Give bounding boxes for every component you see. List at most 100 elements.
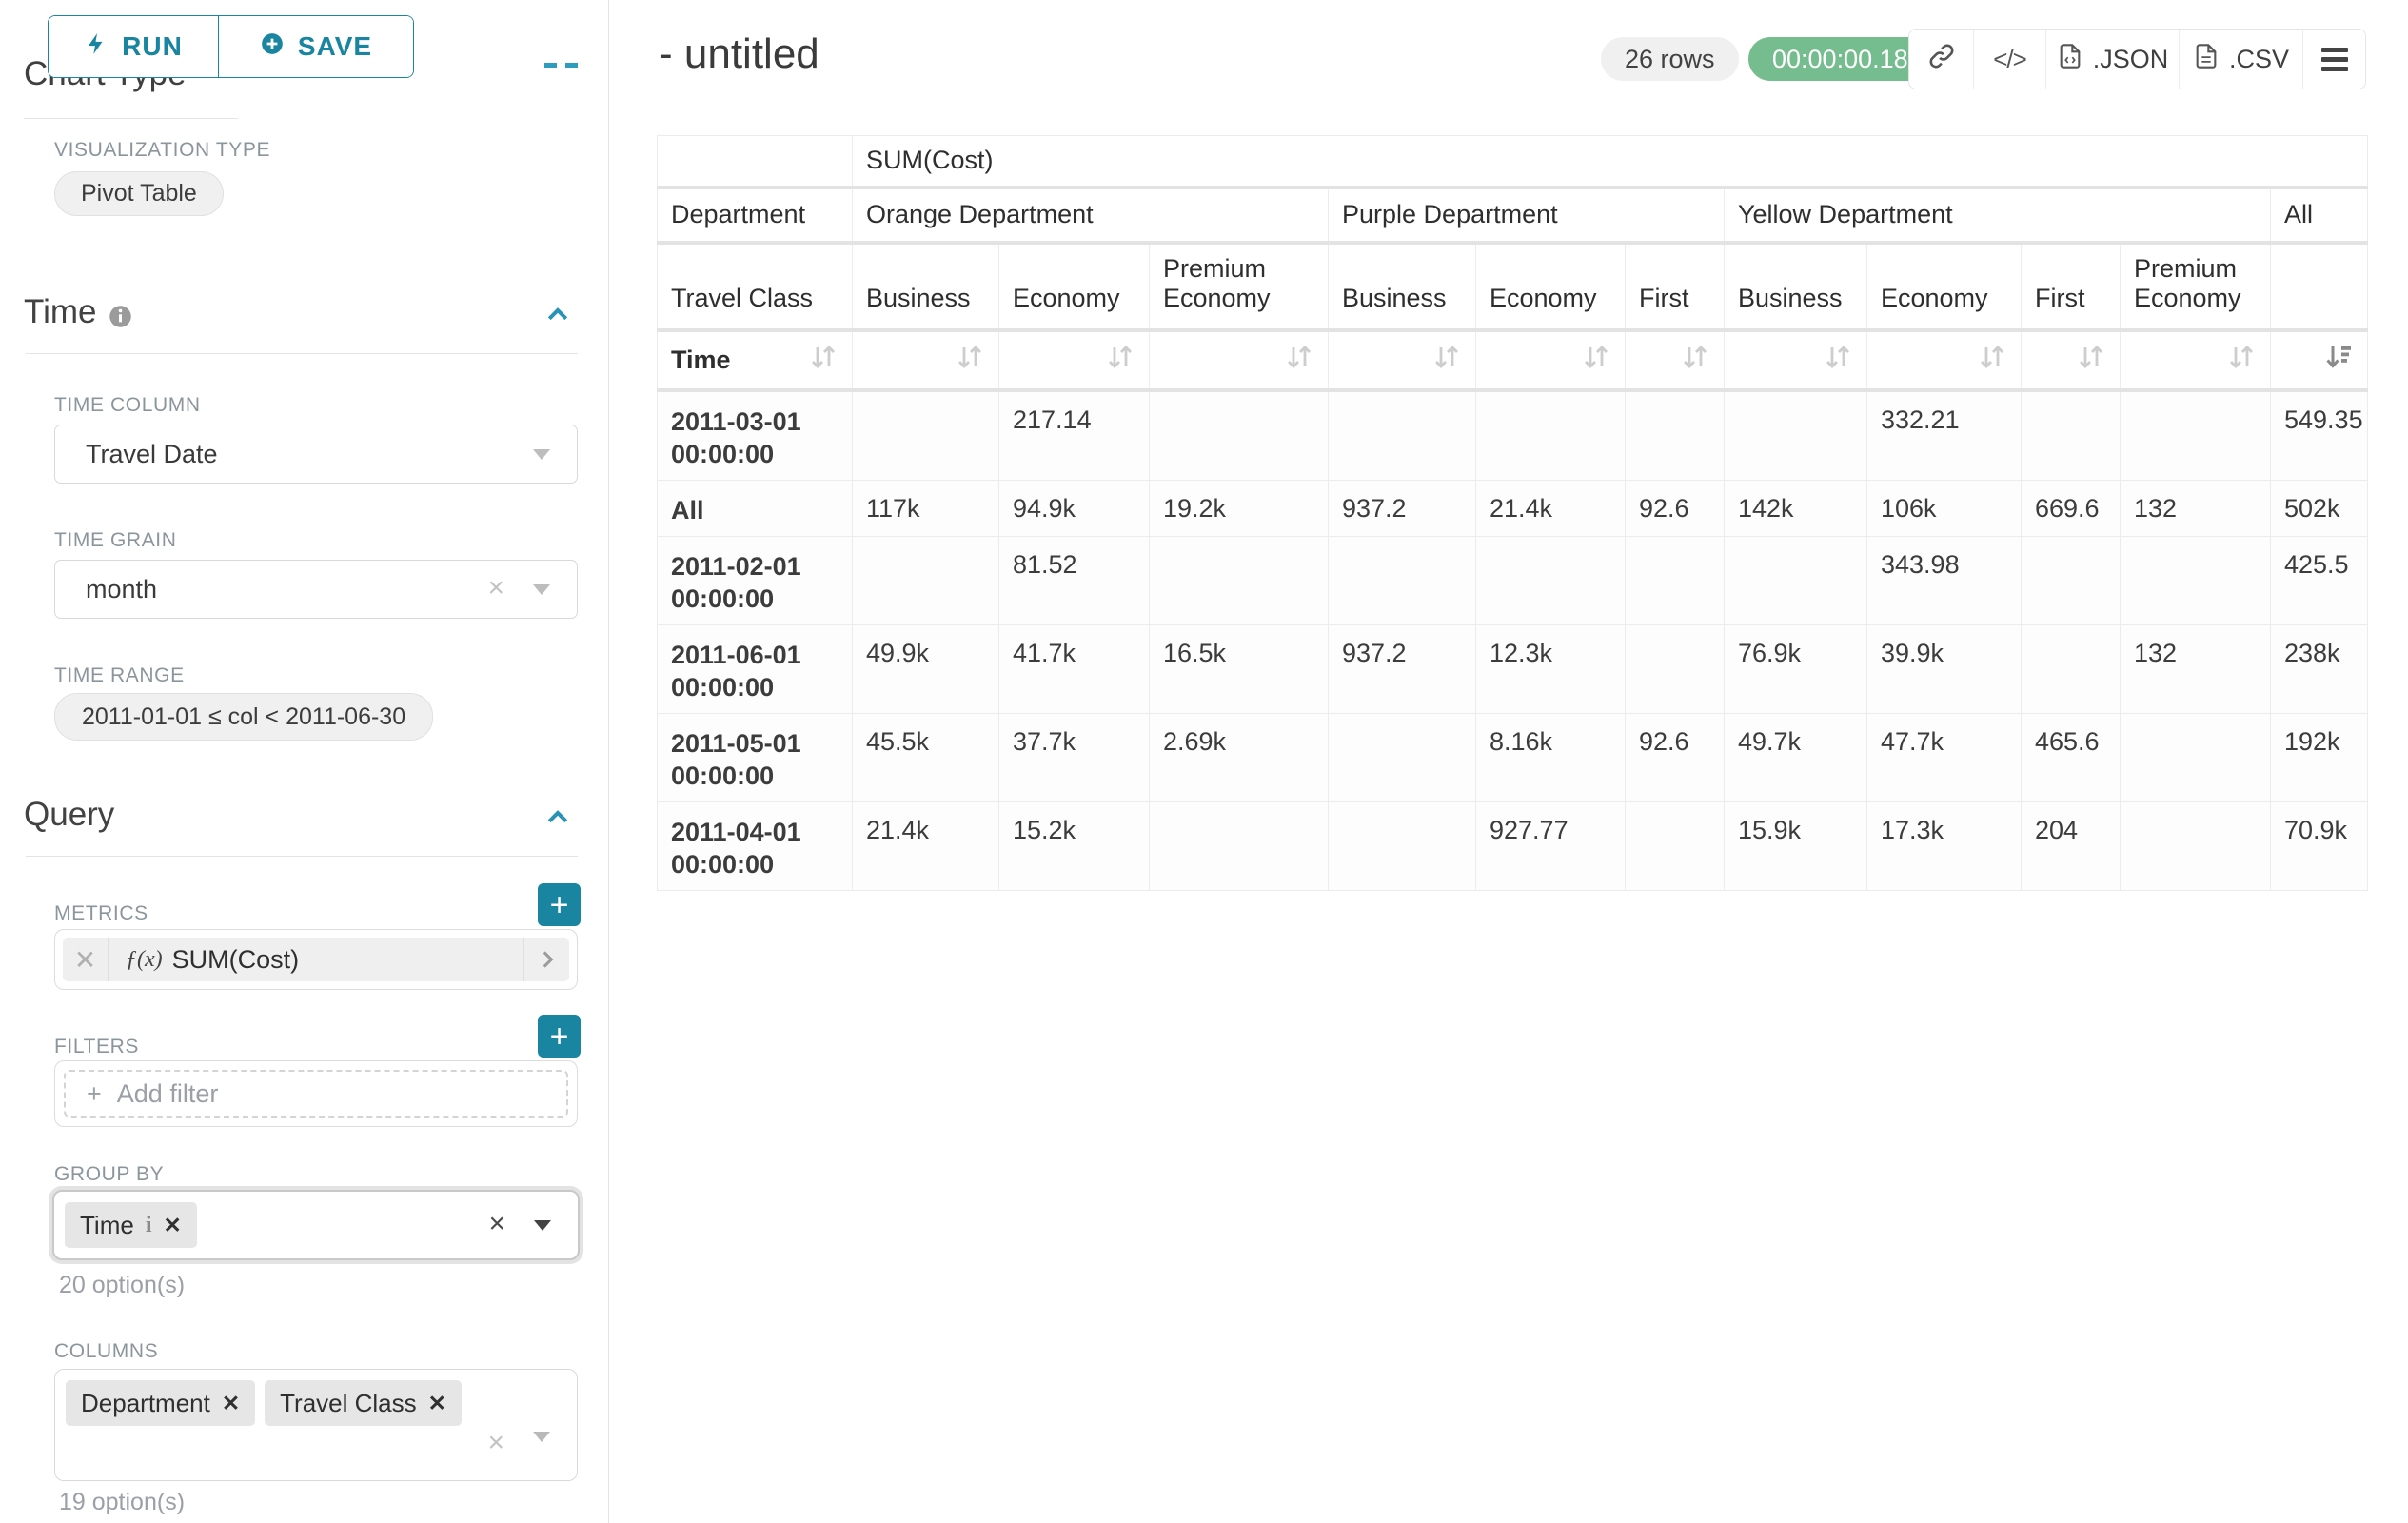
pivot-sort-header[interactable]: [1867, 330, 2022, 390]
table-row: 2011-05-01 00:00:0045.5k37.7k2.69k8.16k9…: [658, 713, 2368, 801]
pivot-cell: 92.6: [1626, 713, 1725, 801]
group-by-select[interactable]: Timei✕ ×: [52, 1190, 580, 1260]
pivot-sort-header[interactable]: [2271, 330, 2368, 390]
export-json-button[interactable]: .JSON: [2045, 30, 2179, 89]
remove-metric-icon[interactable]: ✕: [63, 938, 109, 981]
sort-icon[interactable]: [1105, 349, 1135, 378]
group-by-options-hint: 20 option(s): [59, 1272, 185, 1299]
pivot-column-header: Premium Economy: [1150, 243, 1329, 330]
pivot-row-header: 2011-05-01 00:00:00: [658, 713, 853, 801]
pivot-sort-header[interactable]: [1329, 330, 1476, 390]
pivot-sort-header[interactable]: [853, 330, 999, 390]
query-section-heading: Query: [24, 796, 114, 834]
add-filter-plus-button[interactable]: +: [538, 1015, 581, 1058]
sort-icon[interactable]: [2076, 349, 2106, 378]
pivot-corner-cell: [658, 136, 853, 188]
pivot-cell: 132: [2121, 480, 2271, 536]
pivot-cell: 47.7k: [1867, 713, 2022, 801]
sort-icon[interactable]: [1680, 349, 1710, 378]
sort-icon[interactable]: [2226, 349, 2257, 378]
more-options-button[interactable]: [2302, 30, 2365, 89]
clear-icon[interactable]: ×: [487, 574, 504, 603]
pivot-time-sort-header[interactable]: Time: [658, 330, 853, 390]
sort-icon[interactable]: [955, 349, 985, 378]
pivot-sort-header[interactable]: [1626, 330, 1725, 390]
sort-icon[interactable]: [808, 342, 839, 379]
clear-icon[interactable]: ×: [488, 1210, 505, 1238]
pivot-cell: [1150, 801, 1329, 890]
share-link-button[interactable]: [1909, 30, 1973, 89]
divider: [26, 353, 578, 354]
chevron-right-icon[interactable]: [523, 938, 569, 981]
sort-icon[interactable]: [1284, 349, 1314, 378]
pivot-sort-header[interactable]: [1725, 330, 1867, 390]
clear-icon[interactable]: ×: [487, 1429, 504, 1457]
pivot-table: SUM(Cost)DepartmentOrange DepartmentPurp…: [657, 135, 2368, 891]
columns-tag[interactable]: Department✕: [66, 1380, 255, 1426]
time-grain-select[interactable]: month ×: [54, 560, 578, 619]
pivot-column-header: Economy: [1476, 243, 1626, 330]
pivot-cell: 343.98: [1867, 536, 2022, 624]
info-icon[interactable]: [108, 300, 133, 326]
columns-select[interactable]: Department✕Travel Class✕ ×: [54, 1369, 578, 1481]
save-button[interactable]: SAVE: [218, 16, 413, 77]
pivot-cell: 937.2: [1329, 480, 1476, 536]
run-button[interactable]: RUN: [49, 16, 218, 77]
sort-icon[interactable]: [1977, 349, 2007, 378]
export-toolbar: </> .JSON .CSV: [1908, 29, 2366, 89]
visualization-type-value: Pivot Table: [81, 180, 197, 208]
chevron-down-icon: [533, 449, 550, 460]
pivot-cell: 927.77: [1476, 801, 1626, 890]
pivot-sort-header[interactable]: [1150, 330, 1329, 390]
sort-icon[interactable]: [1581, 349, 1611, 378]
pivot-row-header: 2011-04-01 00:00:00: [658, 801, 853, 890]
pivot-sort-header[interactable]: [2121, 330, 2271, 390]
sort-desc-active-icon[interactable]: [2323, 349, 2354, 378]
pivot-sort-header[interactable]: [999, 330, 1150, 390]
lightning-icon: [84, 31, 109, 63]
time-column-select[interactable]: Travel Date: [54, 425, 578, 484]
time-range-value: 2011-01-01 ≤ col < 2011-06-30: [82, 703, 405, 731]
time-column-value: Travel Date: [86, 440, 218, 469]
metrics-control: ✕ ƒ(x) SUM(Cost): [54, 929, 578, 990]
metric-pill[interactable]: ✕ ƒ(x) SUM(Cost): [63, 938, 569, 981]
visualization-type-pill[interactable]: Pivot Table: [54, 171, 224, 216]
collapse-query-chevron-icon[interactable]: [543, 803, 572, 832]
time-grain-label: TIME GRAIN: [54, 529, 177, 552]
pivot-column-header: Economy: [1867, 243, 2022, 330]
group-by-tags: Timei✕: [65, 1202, 197, 1248]
query-heading-label: Query: [24, 796, 114, 834]
time-range-pill[interactable]: 2011-01-01 ≤ col < 2011-06-30: [54, 693, 433, 741]
pivot-cell: 15.2k: [999, 801, 1150, 890]
pivot-sort-header[interactable]: [1476, 330, 1626, 390]
collapse-time-chevron-icon[interactable]: [543, 301, 572, 329]
run-save-button-group: RUN SAVE: [48, 15, 414, 78]
pivot-sort-header[interactable]: [2022, 330, 2121, 390]
code-icon: </>: [1993, 45, 2026, 74]
divider: [24, 118, 238, 119]
pivot-cell: [1329, 713, 1476, 801]
remove-tag-icon[interactable]: ✕: [428, 1391, 446, 1416]
pivot-cell: [2121, 801, 2271, 890]
pivot-cell: 39.9k: [1867, 624, 2022, 713]
pivot-cell: [2022, 536, 2121, 624]
add-filter-button[interactable]: + Add filter: [64, 1070, 568, 1118]
remove-tag-icon[interactable]: ✕: [222, 1391, 240, 1416]
pivot-cell: 502k: [2271, 480, 2368, 536]
columns-tag[interactable]: Travel Class✕: [265, 1380, 462, 1426]
pivot-cell: [1626, 390, 1725, 481]
sort-icon[interactable]: [1431, 349, 1462, 378]
pivot-column-header: First: [2022, 243, 2121, 330]
pivot-cell: 21.4k: [1476, 480, 1626, 536]
remove-tag-icon[interactable]: ✕: [163, 1213, 181, 1238]
sort-icon[interactable]: [1823, 349, 1853, 378]
hamburger-menu-icon: [2321, 48, 2348, 71]
add-metric-button[interactable]: +: [538, 883, 581, 926]
pivot-cell: [2121, 536, 2271, 624]
page-title[interactable]: - untitled: [659, 30, 819, 78]
group-by-tag[interactable]: Timei✕: [65, 1202, 197, 1248]
pivot-cell: [1476, 536, 1626, 624]
export-csv-button[interactable]: .CSV: [2179, 30, 2302, 89]
plus-circle-icon: [260, 31, 285, 63]
view-query-button[interactable]: </>: [1973, 30, 2045, 89]
